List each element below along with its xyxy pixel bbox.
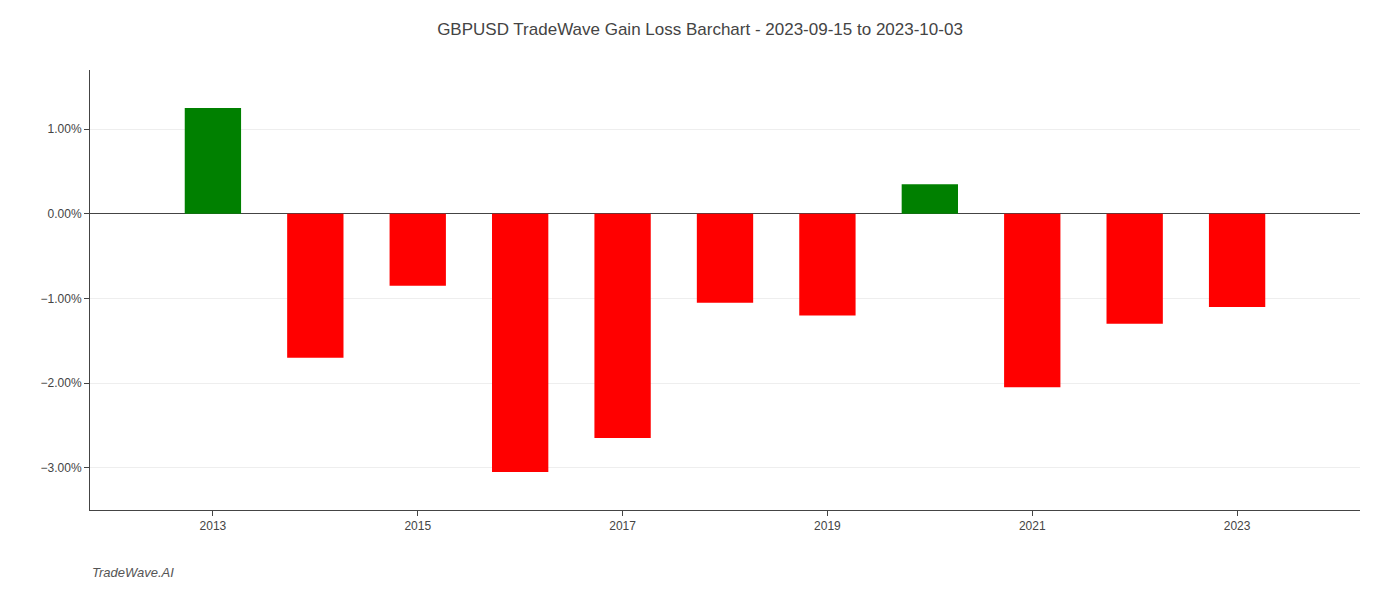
svg-text:−2.00%: −2.00% <box>41 376 82 390</box>
svg-text:−3.00%: −3.00% <box>41 461 82 475</box>
svg-text:2015: 2015 <box>404 519 431 533</box>
svg-text:0.00%: 0.00% <box>48 207 82 221</box>
svg-text:2017: 2017 <box>609 519 636 533</box>
svg-text:2019: 2019 <box>814 519 841 533</box>
svg-text:2023: 2023 <box>1224 519 1251 533</box>
svg-text:GBPUSD TradeWave Gain Loss Bar: GBPUSD TradeWave Gain Loss Barchart - 20… <box>437 20 963 39</box>
svg-text:−1.00%: −1.00% <box>41 292 82 306</box>
svg-text:2013: 2013 <box>200 519 227 533</box>
svg-text:TradeWave.AI: TradeWave.AI <box>92 565 174 580</box>
svg-text:1.00%: 1.00% <box>48 122 82 136</box>
svg-text:2021: 2021 <box>1019 519 1046 533</box>
